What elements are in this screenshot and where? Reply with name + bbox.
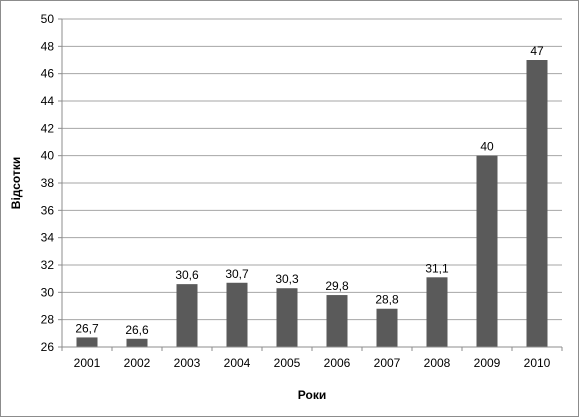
bar-2007 xyxy=(376,308,398,347)
data-label-2001: 26,7 xyxy=(75,321,99,335)
x-tick-label: 2009 xyxy=(474,356,501,370)
x-tick-label: 2010 xyxy=(524,356,551,370)
x-tick-label: 2006 xyxy=(324,356,351,370)
data-label-2006: 29,8 xyxy=(325,279,349,293)
y-tick-label: 26 xyxy=(41,340,55,354)
y-tick-label: 34 xyxy=(41,231,55,245)
x-tick-label: 2004 xyxy=(224,356,251,370)
data-label-2002: 26,6 xyxy=(125,323,149,337)
y-tick-label: 48 xyxy=(41,39,55,53)
bar-2008 xyxy=(426,277,448,347)
data-label-2007: 28,8 xyxy=(375,293,399,307)
x-tick-label: 2003 xyxy=(174,356,201,370)
x-axis-title: Роки xyxy=(298,388,326,402)
x-tick-label: 2002 xyxy=(124,356,151,370)
bar-2004 xyxy=(226,282,248,347)
y-tick-label: 40 xyxy=(41,149,55,163)
x-axis-ticks: 2001 2002 2003 2004 2005 2006 2007 2008 2009 2010 xyxy=(61,347,563,370)
bar-2001 xyxy=(76,337,98,347)
y-axis-ticks: 26 28 30 32 34 36 38 40 42 44 46 48 50 xyxy=(41,12,62,354)
data-label-2005: 30,3 xyxy=(275,272,299,286)
x-tick-label: 2007 xyxy=(374,356,401,370)
bar-2003 xyxy=(176,284,198,347)
y-tick-label: 30 xyxy=(41,285,55,299)
y-tick-label: 44 xyxy=(41,94,55,108)
y-tick-label: 50 xyxy=(41,12,55,26)
bar-2005 xyxy=(276,288,298,347)
bar-2002 xyxy=(126,338,148,347)
y-tick-label: 36 xyxy=(41,203,55,217)
y-tick-label: 28 xyxy=(41,313,55,327)
bar-2010 xyxy=(526,60,548,347)
data-label-2003: 30,6 xyxy=(175,268,199,282)
x-tick-label: 2001 xyxy=(74,356,101,370)
bar-2009 xyxy=(476,155,498,347)
data-label-2004: 30,7 xyxy=(225,267,249,281)
data-label-2010: 47 xyxy=(530,44,544,58)
y-tick-label: 42 xyxy=(41,121,55,135)
data-label-2008: 31,1 xyxy=(425,261,449,275)
y-tick-label: 46 xyxy=(41,67,55,81)
bar-2006 xyxy=(326,295,348,347)
bars xyxy=(76,60,548,347)
y-tick-label: 32 xyxy=(41,258,55,272)
x-tick-label: 2005 xyxy=(274,356,301,370)
y-tick-label: 38 xyxy=(41,176,55,190)
data-labels: 26,7 26,6 30,6 30,7 30,3 29,8 28,8 31,1 40 47 xyxy=(75,44,544,337)
y-axis-title: Відсотки xyxy=(9,157,23,209)
x-tick-label: 2008 xyxy=(424,356,451,370)
data-label-2009: 40 xyxy=(480,140,494,154)
